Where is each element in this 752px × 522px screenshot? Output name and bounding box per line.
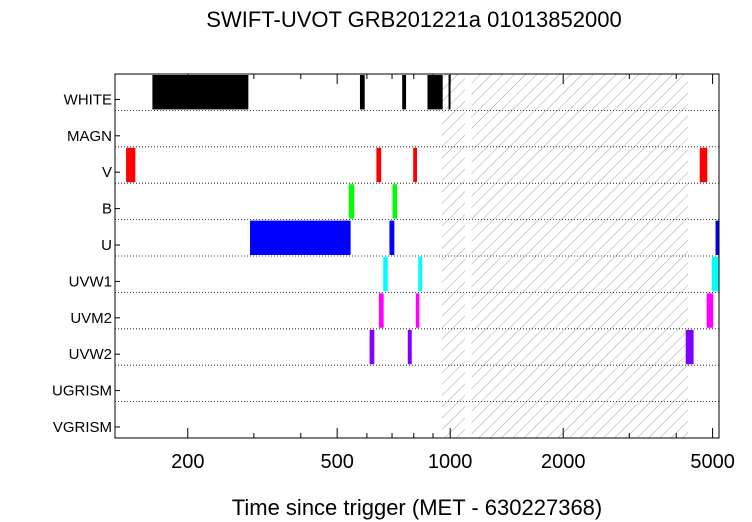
exposure-bar-uvm2 xyxy=(706,293,714,328)
row-label-vgrism: VGRISM xyxy=(53,419,112,436)
x-tick-label: 5000 xyxy=(690,451,735,473)
x-axis-ticks-layer: 200 500 1000 2000 5000 xyxy=(171,74,735,473)
exposure-bar-uvm2 xyxy=(378,293,384,328)
row-label-white: WHITE xyxy=(64,91,112,108)
row-label-b: B xyxy=(102,201,112,218)
exposure-bar-white xyxy=(402,75,407,110)
row-label-magn: MAGN xyxy=(67,128,112,145)
x-tick-label: 1000 xyxy=(428,451,473,473)
row-label-uvw2: UVW2 xyxy=(69,346,112,363)
exposure-bars-layer xyxy=(126,75,719,365)
row-label-uvw1: UVW1 xyxy=(69,273,112,290)
row-label-ugrism: UGRISM xyxy=(52,383,112,400)
exposure-bar-uvw1 xyxy=(418,257,423,292)
exposure-bar-white xyxy=(448,75,451,110)
x-axis-label: Time since trigger (MET - 630227368) xyxy=(232,495,603,520)
exposure-bar-uvw2 xyxy=(369,329,375,365)
exposure-bar-uvw1 xyxy=(383,257,388,292)
exposure-bar-uvw2 xyxy=(685,329,694,365)
exposure-bar-u xyxy=(250,220,351,255)
exposure-bar-uvw1 xyxy=(711,257,719,292)
exposure-bar-white xyxy=(427,75,443,110)
x-tick-label: 2000 xyxy=(541,451,586,473)
chart-title: SWIFT-UVOT GRB201221a 01013852000 xyxy=(206,7,621,32)
exposure-bar-b xyxy=(392,184,398,219)
row-labels-layer: WHITE MAGN V B U UVW1 UVM2 UVW2 UGRISM VGRISM xyxy=(52,91,120,436)
exposure-bar-white xyxy=(359,75,365,110)
exposure-bar-white xyxy=(152,75,249,110)
exposure-bar-v xyxy=(699,147,708,183)
exposure-bar-u xyxy=(715,220,719,255)
exposure-bar-v xyxy=(413,147,418,183)
row-label-v: V xyxy=(102,164,112,181)
plot-frame xyxy=(114,73,720,439)
x-tick-label: 200 xyxy=(171,451,204,473)
exposure-bar-uvw2 xyxy=(407,329,412,365)
x-tick-label: 500 xyxy=(320,451,353,473)
exposure-bar-uvm2 xyxy=(415,293,420,328)
hatched-gap xyxy=(464,74,472,438)
exposure-bar-u xyxy=(389,220,395,255)
exposure-bar-v xyxy=(126,147,136,183)
row-label-u: U xyxy=(101,237,112,254)
exposure-bar-b xyxy=(348,184,355,219)
row-label-uvm2: UVM2 xyxy=(70,310,112,327)
exposure-bar-v xyxy=(376,147,382,183)
